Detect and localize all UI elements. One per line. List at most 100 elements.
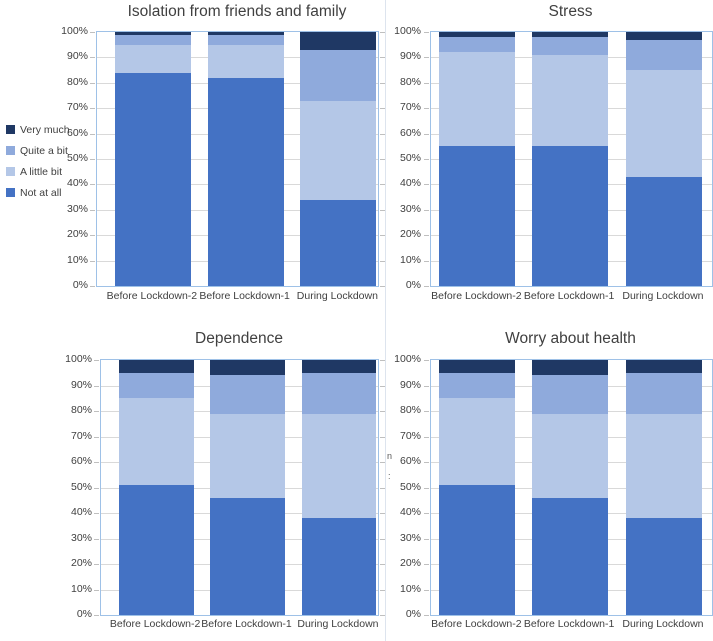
y-axis-labels: 100% 90% 80% 70% 60% 50% 40% 30% 20% 10% 0% [386, 353, 421, 620]
bar-segment-a-little-bit [626, 413, 702, 519]
stacked-bar [300, 32, 377, 286]
y-tick-label: 10% [66, 253, 88, 266]
chart-panel-worry: n : Worry about health 100% 90% 80% 70% 60% 5… [385, 318, 713, 641]
axis-tick [424, 564, 429, 565]
x-category-label: Before Lockdown-1 [201, 618, 292, 630]
x-axis-labels: Before Lockdown-2 Before Lockdown-1 During… [430, 618, 711, 633]
plot-area-stress [424, 31, 713, 287]
bar-segment-very-much [301, 360, 377, 373]
y-tick-label: 10% [70, 582, 92, 595]
axis-tick [424, 487, 429, 489]
bar-segment-quite-a-bit [439, 37, 516, 53]
axis-tick [94, 615, 99, 616]
y-tick-label: 70% [399, 429, 421, 442]
x-category-label: Before Lockdown-2 [431, 618, 522, 630]
bar-segment-very-much [626, 32, 702, 40]
y-tick-label: 30% [399, 202, 421, 215]
y-tick-label: 70% [70, 429, 92, 442]
axis-tick [424, 260, 429, 262]
bar-segment-quite-a-bit [626, 39, 702, 71]
x-category-label: Before Lockdown-1 [199, 290, 290, 302]
axis-tick [380, 108, 385, 110]
y-tick-label: 80% [66, 75, 88, 88]
legend-label: Quite a bit [20, 144, 68, 157]
axis-tick [94, 589, 99, 591]
bar-segment-not-at-all [439, 484, 516, 615]
y-tick-label: 0% [76, 608, 92, 620]
axis-tick [424, 209, 429, 211]
x-category-label: Before Lockdown-1 [523, 618, 615, 630]
axis-tick [90, 133, 95, 135]
axis-tick [424, 108, 429, 110]
axis-tick [380, 360, 385, 361]
bar-segment-not-at-all [118, 484, 194, 615]
axis-tick [90, 108, 95, 110]
y-tick-label: 100% [61, 25, 88, 37]
axis-tick [380, 385, 385, 387]
y-tick-label: 0% [405, 279, 421, 291]
axis-tick [424, 615, 429, 616]
chart-legend: Very much Quite a bit A little bit Not at a… [6, 119, 94, 203]
y-tick-label: 100% [394, 25, 421, 37]
chart-panel-stress: Stress 100% 90% 80% 70% 60% 50% 40% 30% 20% 10% 0%… [385, 0, 713, 319]
bar-segment-very-much [300, 32, 377, 50]
axis-tick [424, 538, 429, 540]
axis-tick [94, 564, 99, 565]
legend-item: Not at all [6, 182, 94, 203]
bar-segment-a-little-bit [210, 413, 285, 498]
y-tick-label: 100% [65, 353, 92, 365]
stacked-bar [532, 360, 609, 615]
stacked-bar [207, 32, 284, 286]
axis-tick [90, 209, 95, 211]
y-tick-label: 50% [70, 480, 92, 493]
bar-segment-quite-a-bit [114, 34, 191, 45]
axis-tick [380, 184, 385, 186]
bar-segment-a-little-bit [114, 44, 191, 73]
bar-segment-not-at-all [207, 77, 284, 286]
stacked-bar [626, 32, 702, 286]
y-axis-labels: 100% 90% 80% 70% 60% 50% 40% 30% 20% 10% 0% [40, 25, 88, 291]
chart-panel-dependence: Dependence 100% 90% 80% 70% 60% 50% 40% 30% 20% 1… [0, 318, 385, 641]
axis-tick [380, 462, 385, 463]
axis-tick [424, 513, 429, 514]
legend-label: Very much [20, 123, 70, 136]
bar-segment-not-at-all [439, 146, 516, 286]
stacked-bar [439, 360, 516, 615]
axis-tick [380, 209, 385, 211]
legend-swatch [6, 167, 15, 176]
y-tick-label: 40% [66, 177, 88, 190]
y-tick-label: 90% [66, 50, 88, 63]
y-tick-label: 80% [399, 404, 421, 416]
bar-segment-a-little-bit [300, 100, 377, 200]
axis-tick [380, 436, 385, 438]
stacked-bar [439, 32, 516, 286]
y-tick-label: 0% [405, 608, 421, 620]
axis-tick [424, 82, 429, 84]
y-tick-label: 20% [70, 557, 92, 569]
stacked-bar [301, 360, 377, 615]
stray-text-fragment: n [387, 451, 393, 461]
y-tick-label: 20% [399, 228, 421, 241]
axis-tick [90, 260, 95, 262]
x-category-label: Before Lockdown-1 [523, 290, 615, 302]
axis-tick [424, 133, 429, 135]
chart-title-stress: Stress [548, 3, 593, 20]
stacked-bar [210, 360, 285, 615]
axis-tick [424, 235, 429, 237]
axis-tick [424, 462, 429, 463]
bar-segment-very-much [532, 32, 609, 38]
stacked-bar [532, 32, 609, 286]
axis-tick [424, 411, 429, 412]
bar-segment-very-much [210, 360, 285, 376]
axis-tick [94, 411, 99, 412]
axis-tick [380, 32, 385, 33]
y-tick-label: 60% [70, 455, 92, 467]
axis-tick [380, 411, 385, 412]
y-tick-label: 60% [399, 455, 421, 467]
bar-segment-not-at-all [626, 176, 702, 286]
bar-segment-very-much [439, 360, 516, 373]
y-tick-label: 80% [70, 404, 92, 416]
axis-tick [424, 360, 429, 361]
bar-segment-quite-a-bit [532, 37, 609, 55]
bar-segment-very-much [532, 360, 609, 376]
